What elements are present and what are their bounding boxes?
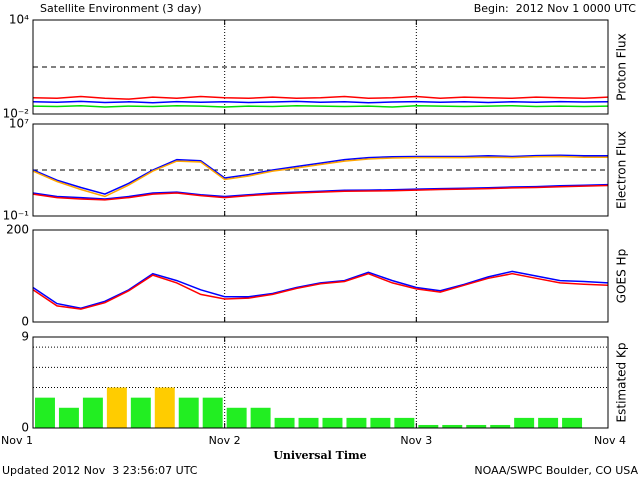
kp-bar — [298, 417, 319, 428]
kp-bar — [202, 397, 223, 428]
panel-frame — [32, 229, 609, 323]
kp-bar — [370, 417, 391, 428]
y-tick-label: 10⁷ — [9, 117, 29, 131]
kp-bar — [466, 424, 487, 428]
series-line — [32, 183, 609, 200]
series-line — [32, 95, 609, 100]
x-tick-label: Nov 4 — [594, 434, 626, 447]
kp-bar — [82, 397, 103, 428]
kp-bar — [106, 387, 127, 428]
y-tick-label: 0 — [21, 315, 29, 329]
series-line — [32, 155, 608, 198]
kp-bar — [178, 397, 199, 428]
kp-bar — [490, 424, 511, 428]
y-tick-label: 10⁴ — [9, 13, 29, 27]
x-axis-label: Universal Time — [273, 449, 366, 462]
kp-bar — [130, 397, 151, 428]
panel-frame — [32, 336, 609, 429]
y-tick-label: 200 — [6, 223, 29, 237]
x-tick-label: Nov 3 — [400, 434, 432, 447]
y-tick-label: 10⁻² — [3, 107, 30, 121]
y-tick-label: 9 — [21, 330, 29, 344]
kp-bar — [418, 424, 439, 428]
title: Satellite Environment (3 day) — [40, 2, 202, 15]
panel-frame — [32, 19, 609, 115]
x-tick-label: Nov 1 — [1, 434, 33, 447]
kp-bar — [394, 417, 415, 428]
y-axis-label: Proton Flux — [615, 33, 629, 100]
kp-bar — [322, 417, 343, 428]
series-line — [32, 270, 609, 309]
kp-bar — [58, 407, 79, 428]
kp-bar — [514, 417, 535, 428]
kp-bar — [346, 417, 367, 428]
series-line — [32, 184, 609, 201]
kp-bar — [35, 397, 55, 428]
y-axis-label: Electron Flux — [615, 131, 629, 209]
kp-bar — [538, 417, 559, 428]
kp-bar — [562, 417, 583, 428]
y-tick-label: 10⁻¹ — [3, 209, 30, 223]
updated: Updated 2012 Nov 3 23:56:07 UTC — [2, 464, 198, 477]
y-tick-label: 0 — [21, 421, 29, 435]
y-axis-label: GOES Hp — [615, 249, 629, 303]
panel-frame — [32, 123, 609, 217]
series-line — [32, 272, 609, 310]
credit: NOAA/SWPC Boulder, CO USA — [474, 464, 638, 477]
kp-bar — [154, 387, 175, 428]
series-line — [32, 100, 609, 104]
kp-bar — [226, 407, 247, 428]
begin: Begin: 2012 Nov 1 0000 UTC — [474, 2, 637, 15]
kp-bar — [250, 407, 271, 428]
x-tick-label: Nov 2 — [209, 434, 241, 447]
series-line — [32, 104, 609, 108]
kp-bar — [274, 417, 295, 428]
series-line — [32, 154, 608, 195]
kp-bar — [442, 424, 463, 428]
y-axis-label: Estimated Kp — [615, 343, 629, 423]
